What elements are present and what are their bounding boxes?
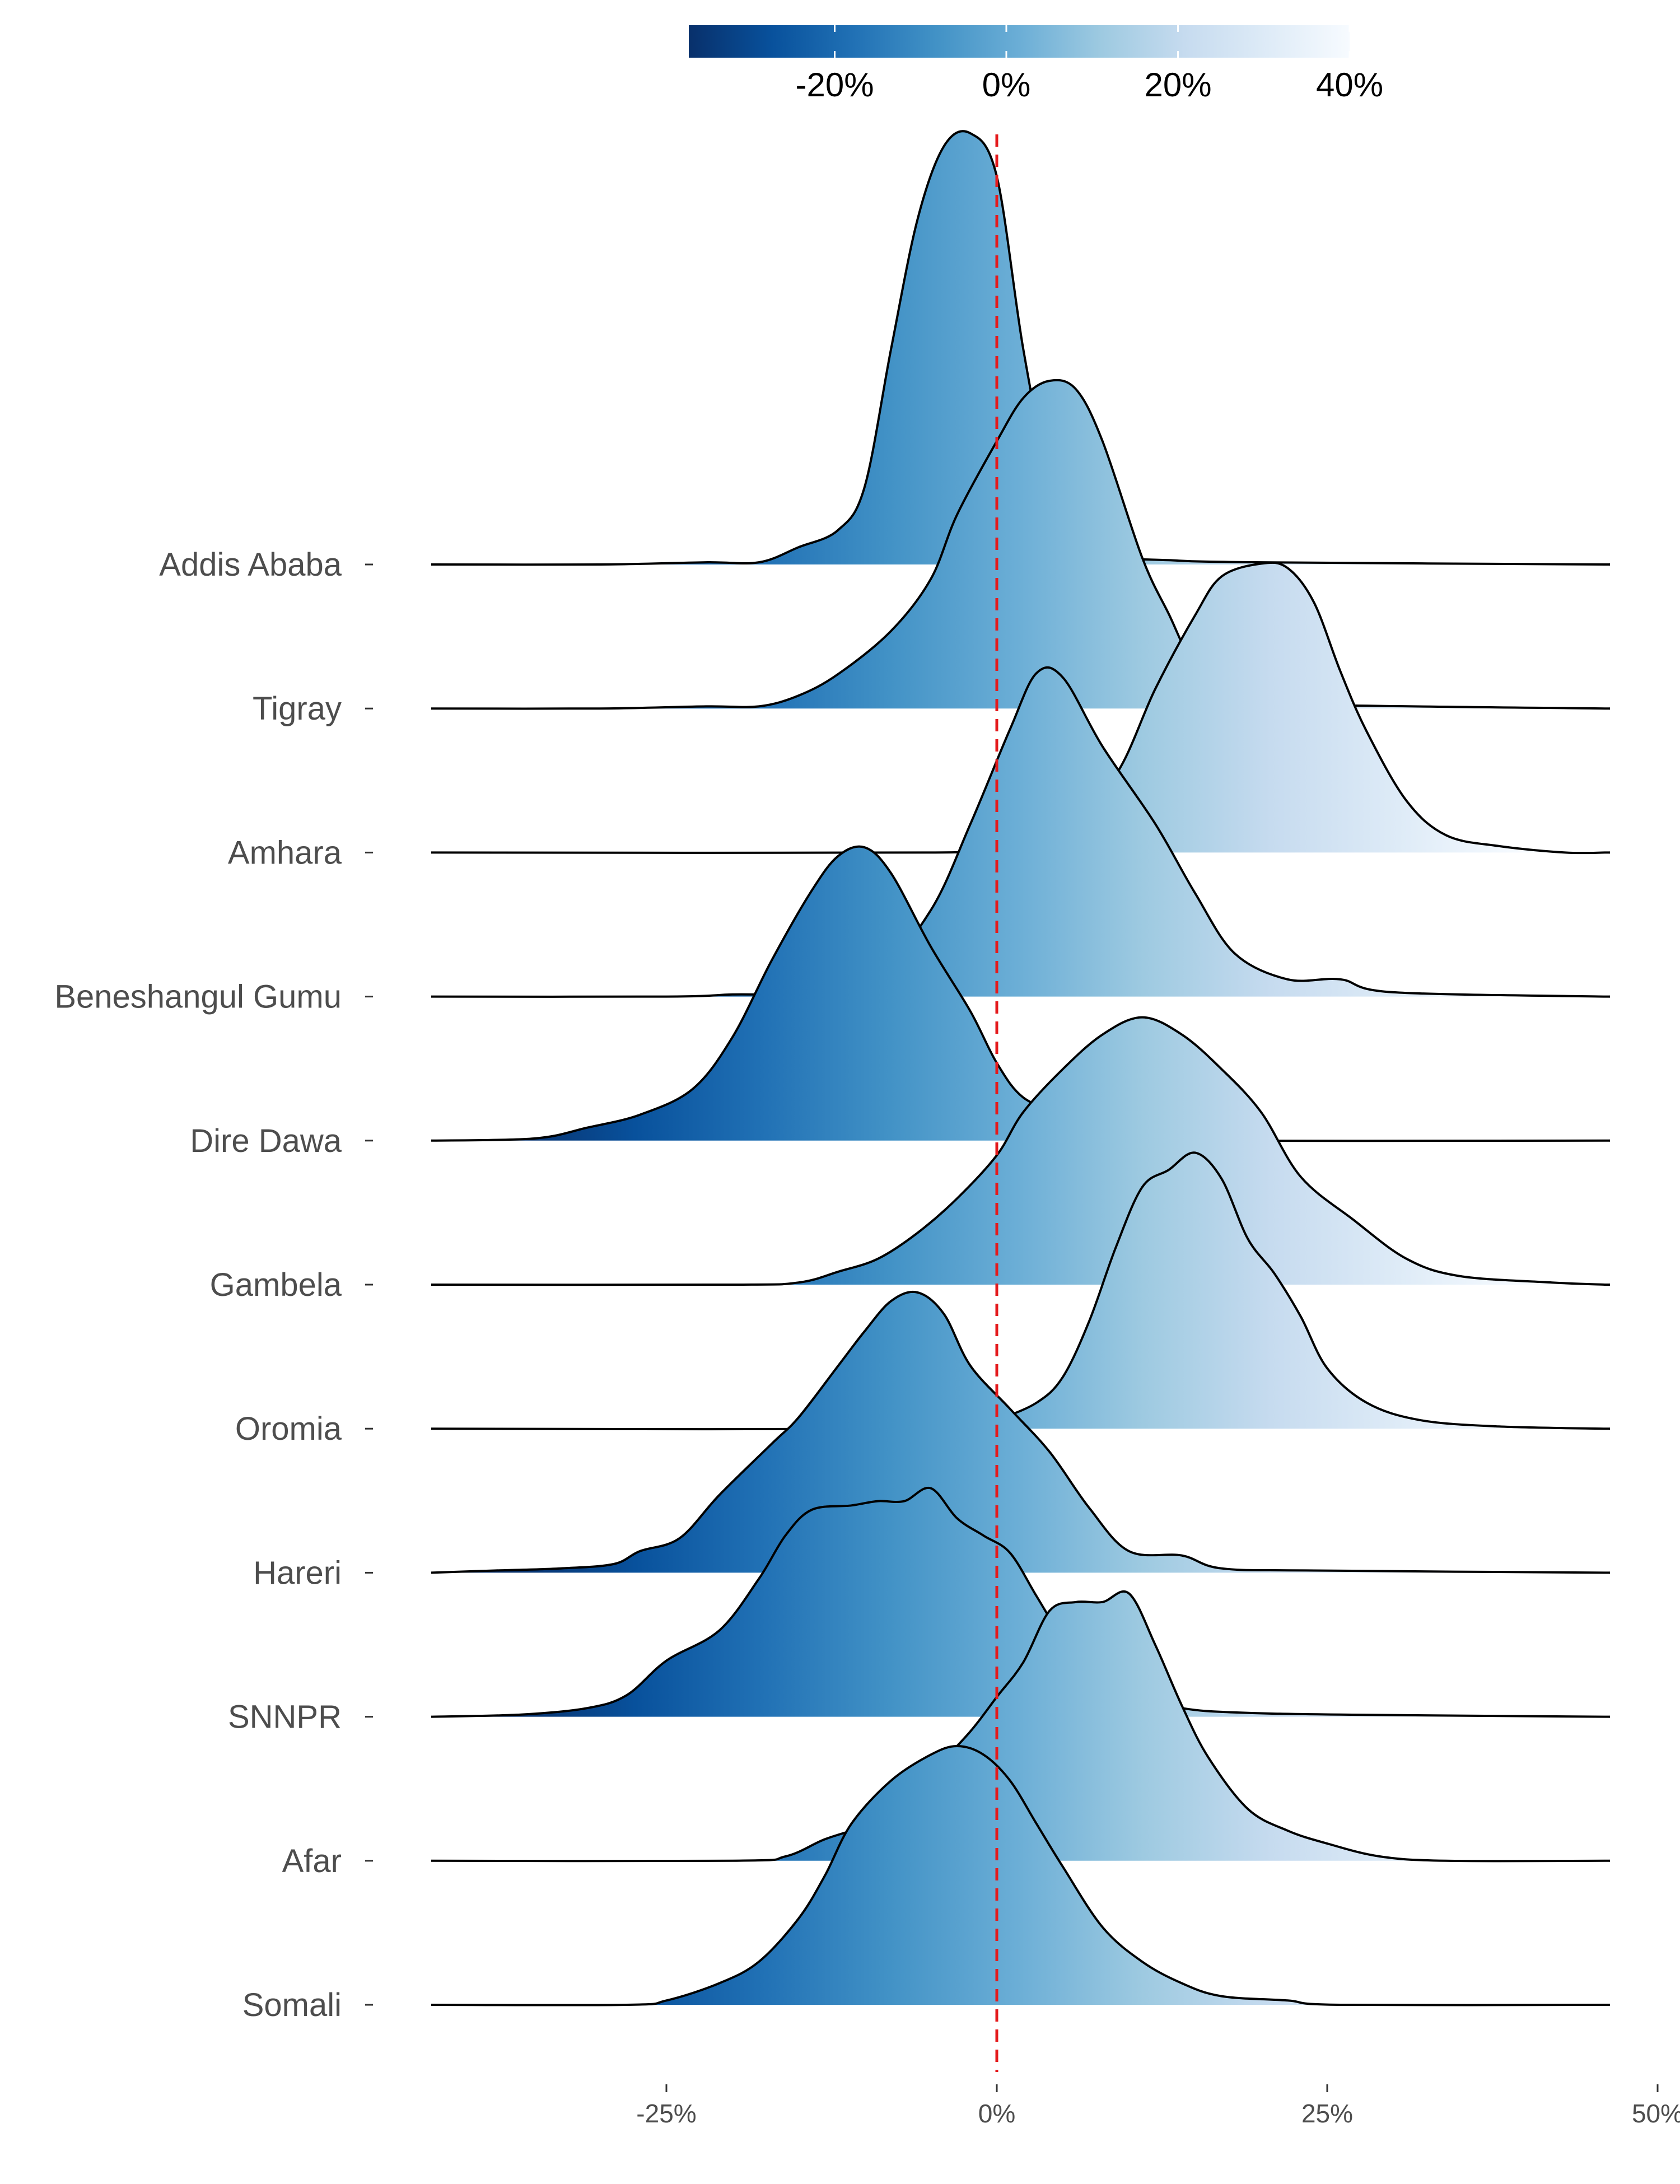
ridge-somali bbox=[431, 1744, 1610, 2006]
row-label-snnpr: SNNPR bbox=[228, 1699, 342, 1735]
ridge-fill-addis-ababa bbox=[431, 131, 1610, 565]
ridge-fill-tigray bbox=[431, 380, 1610, 709]
x-tick-label: 50% bbox=[1632, 2099, 1680, 2128]
ridge-fill-afar bbox=[431, 1591, 1610, 1861]
ridge-fill-snnpr bbox=[431, 1487, 1610, 1717]
colorbar-tick-label: 40% bbox=[1316, 66, 1383, 104]
x-axis: -25% 0% 25% 50% bbox=[636, 2084, 1680, 2128]
ridge-outline-hareri bbox=[431, 1290, 1610, 1574]
colorbar-gradient bbox=[689, 25, 1350, 58]
ridge-fill-oromia bbox=[431, 1152, 1610, 1430]
colorbar-legend: -20% 0% 20% 40% bbox=[689, 25, 1383, 104]
ridge-fill-dire-dawa bbox=[431, 846, 1610, 1141]
ridge-fill-amhara bbox=[431, 562, 1610, 853]
colorbar-tick-label: 20% bbox=[1144, 66, 1211, 104]
ridge-gambela bbox=[431, 1016, 1610, 1286]
ridge-outline-afar bbox=[431, 1590, 1610, 1863]
ridge-outline-somali bbox=[431, 1744, 1610, 2006]
ridge-outline-gambela bbox=[431, 1016, 1610, 1286]
ridge-outline-snnpr bbox=[431, 1486, 1610, 1718]
row-label-addis-ababa: Addis Ababa bbox=[159, 547, 342, 583]
ridge-snnpr bbox=[431, 1486, 1610, 1718]
ridge-addis-ababa bbox=[431, 130, 1610, 566]
ridges bbox=[431, 130, 1610, 2006]
row-label-gambela: Gambela bbox=[210, 1267, 342, 1303]
row-labels: Addis Ababa Tigray Amhara Beneshangul Gumu D… bbox=[54, 547, 373, 2023]
ridge-tigray bbox=[431, 379, 1610, 710]
ridge-fill-gambela bbox=[431, 1017, 1610, 1285]
ridge-hareri bbox=[431, 1290, 1610, 1574]
ridge-fill-somali bbox=[431, 1746, 1610, 2005]
colorbar-tick-label: 0% bbox=[982, 66, 1031, 104]
colorbar-tick-label: -20% bbox=[795, 66, 874, 104]
row-label-oromia: Oromia bbox=[235, 1411, 342, 1447]
ridge-outline-addis-ababa bbox=[431, 130, 1610, 566]
row-label-afar: Afar bbox=[282, 1843, 342, 1879]
ridge-afar bbox=[431, 1590, 1610, 1863]
x-tick-label: 25% bbox=[1301, 2099, 1353, 2128]
x-tick-label: -25% bbox=[636, 2099, 696, 2128]
row-label-hareri: Hareri bbox=[253, 1555, 342, 1591]
row-label-beneshangul-gumu: Beneshangul Gumu bbox=[54, 979, 342, 1015]
x-tick-label: 0% bbox=[978, 2099, 1015, 2128]
row-label-dire-dawa: Dire Dawa bbox=[190, 1123, 342, 1159]
row-label-tigray: Tigray bbox=[253, 690, 342, 727]
ridge-fill-beneshangul-gumu bbox=[431, 667, 1610, 997]
ridge-fill-hareri bbox=[431, 1291, 1610, 1573]
row-label-amhara: Amhara bbox=[228, 834, 342, 871]
row-label-somali: Somali bbox=[242, 1987, 342, 2023]
